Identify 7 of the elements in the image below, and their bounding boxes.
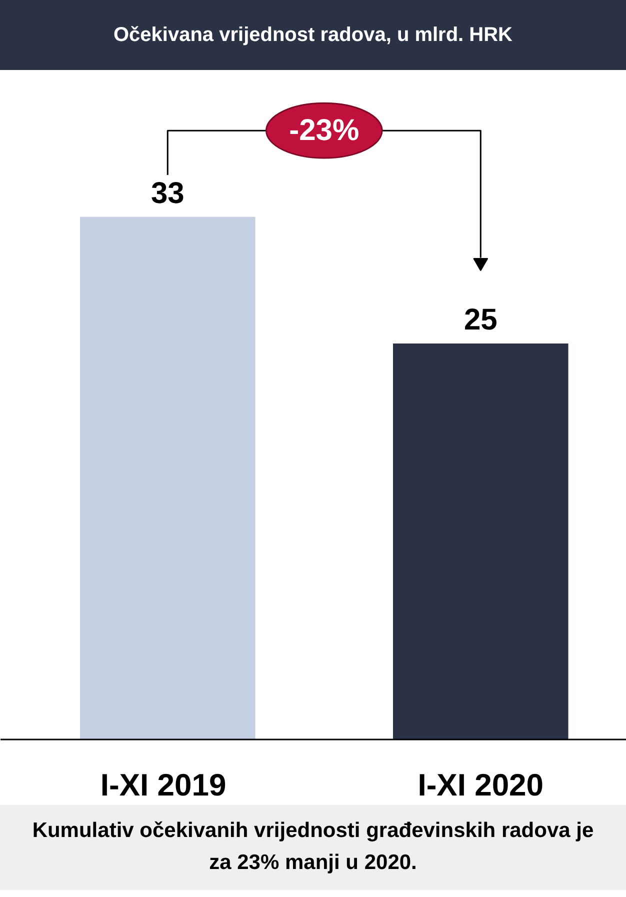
chart-title: Očekivana vrijednost radova, u mlrd. HRK xyxy=(113,23,512,48)
text: -23% xyxy=(289,114,360,148)
data-label: 25 xyxy=(464,304,498,337)
text: Kumulativ očekivanih vrijednosti građevinskih radova je za 23% manji u 2020. xyxy=(31,818,595,876)
data-label: 33 xyxy=(150,176,184,210)
x-tick-label: I-XI 2019 xyxy=(100,768,226,802)
x-tick-label: I-XI 2020 xyxy=(418,768,544,802)
